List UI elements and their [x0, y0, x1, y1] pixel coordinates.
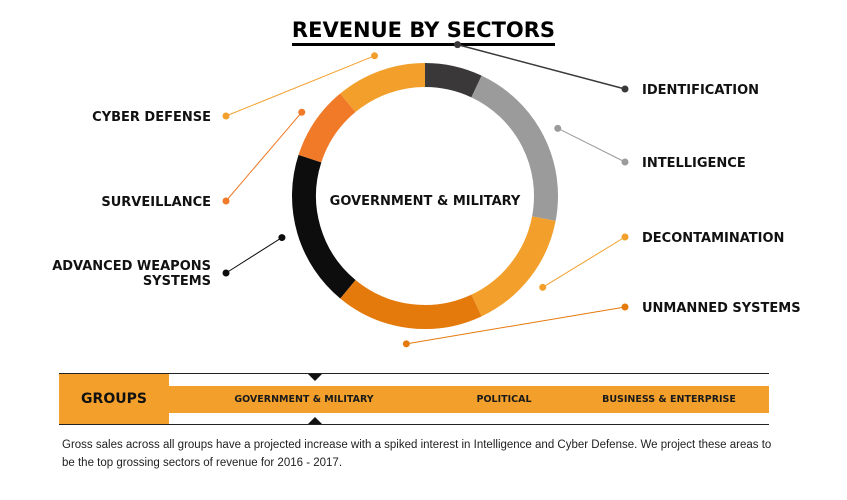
- slice-cyber-defense: [340, 63, 426, 113]
- center-label: GOVERNMENT & MILITARY: [330, 194, 521, 209]
- leader-dot-inner-identification: [454, 41, 462, 49]
- slice-label-surveillance: SURVEILLANCE: [101, 195, 211, 210]
- groups-label: GROUPS: [59, 374, 169, 424]
- leader-lines: [222, 41, 629, 348]
- leader-line-decontamination: [542, 236, 626, 288]
- leader-dot-inner-intelligence: [554, 124, 562, 132]
- tab-business-enterprise[interactable]: BUSINESS & ENTERPRISE: [602, 394, 736, 405]
- leader-line-identification: [457, 43, 626, 90]
- selected-tab-indicator-top: [308, 374, 322, 381]
- leader-dot-inner-surveillance: [298, 108, 306, 116]
- slice-decontamination: [471, 216, 556, 317]
- slice-advanced-weapons-systems: [292, 154, 356, 299]
- slice-identification: [424, 63, 482, 98]
- groups-bar: GROUPS GOVERNMENT & MILITARY POLITICAL B…: [59, 373, 769, 425]
- leader-dot-inner-unmanned-systems: [402, 340, 410, 348]
- tab-government-military[interactable]: GOVERNMENT & MILITARY: [234, 394, 374, 405]
- leader-line-advanced-weapons-systems: [225, 237, 283, 274]
- slice-label-cyber-defense: CYBER DEFENSE: [92, 110, 211, 125]
- leader-dot-outer-unmanned-systems: [621, 303, 629, 311]
- leader-dot-inner-advanced-weapons-systems: [278, 234, 286, 242]
- leader-dot-inner-decontamination: [539, 283, 547, 291]
- groups-tab-strip: GOVERNMENT & MILITARY POLITICAL BUSINESS…: [169, 386, 769, 413]
- leader-dot-outer-advanced-weapons-systems: [222, 269, 230, 277]
- slice-label-advanced-weapons-systems: ADVANCED WEAPONS SYSTEMS: [52, 259, 211, 289]
- donut-chart: IDENTIFICATION INTELLIGENCE DECONTAMINATIO…: [52, 41, 801, 348]
- leader-dot-outer-decontamination: [621, 233, 629, 241]
- groups-bottom-rule: [59, 424, 769, 425]
- chart-title-text: REVENUE BY SECTORS: [291, 18, 556, 46]
- slice-labels: IDENTIFICATION INTELLIGENCE DECONTAMINATIO…: [52, 83, 800, 316]
- slice-label-identification: IDENTIFICATION: [642, 83, 759, 98]
- tab-political[interactable]: POLITICAL: [476, 394, 532, 405]
- slice-surveillance: [298, 93, 356, 163]
- slice-intelligence: [471, 75, 558, 221]
- chart-title: REVENUE BY SECTORS: [0, 18, 847, 46]
- leader-line-cyber-defense: [225, 55, 375, 117]
- groups-top-rule: [59, 373, 769, 374]
- footnote-text: Gross sales across all groups have a pro…: [62, 439, 772, 469]
- leader-dot-outer-intelligence: [621, 158, 629, 166]
- donut-ring: [292, 63, 558, 329]
- leader-line-intelligence: [557, 127, 626, 163]
- leader-dot-inner-cyber-defense: [371, 52, 379, 60]
- leader-line-surveillance: [225, 111, 303, 202]
- leader-dot-outer-surveillance: [222, 197, 230, 205]
- slice-label-unmanned-systems: UNMANNED SYSTEMS: [642, 301, 801, 316]
- leader-dot-outer-identification: [621, 85, 629, 93]
- leader-line-unmanned-systems: [406, 306, 626, 345]
- selected-tab-indicator-bottom: [308, 417, 322, 424]
- leader-dot-outer-cyber-defense: [222, 112, 230, 120]
- slice-unmanned-systems: [340, 279, 482, 329]
- slice-label-decontamination: DECONTAMINATION: [642, 231, 784, 246]
- slice-label-intelligence: INTELLIGENCE: [642, 156, 746, 171]
